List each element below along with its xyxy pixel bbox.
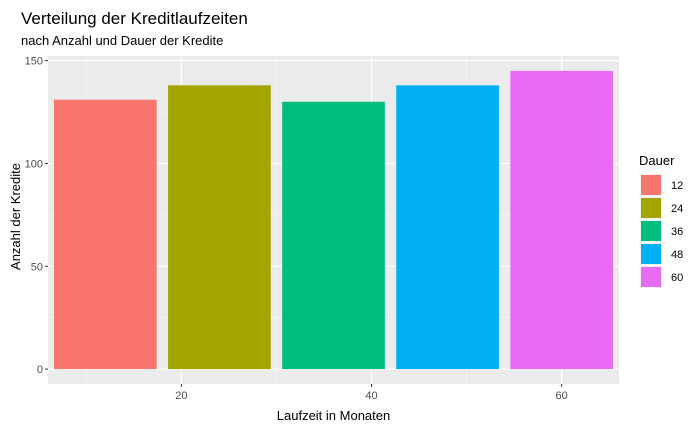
chart-title: Verteilung der Kreditlaufzeiten bbox=[21, 9, 248, 28]
y-tick-label: 50 bbox=[31, 261, 43, 273]
legend-label-36: 36 bbox=[671, 226, 683, 238]
legend-swatch-12 bbox=[641, 175, 661, 195]
legend-label-48: 48 bbox=[671, 249, 683, 261]
y-axis-ticks: 0 50 100 150 bbox=[25, 56, 48, 376]
legend-swatch-36 bbox=[641, 221, 661, 241]
y-tick-label: 150 bbox=[25, 56, 43, 68]
legend-swatch-48 bbox=[641, 244, 661, 264]
legend-label-60: 60 bbox=[671, 272, 683, 284]
bar-24 bbox=[168, 85, 271, 370]
chart-subtitle: nach Anzahl und Dauer der Kredite bbox=[21, 33, 223, 48]
y-tick-label: 100 bbox=[25, 158, 43, 170]
legend-swatch-60 bbox=[641, 267, 661, 287]
bar-48 bbox=[396, 85, 499, 370]
legend: Dauer 12 24 36 48 60 bbox=[639, 153, 683, 288]
x-axis-ticks: 20 40 60 bbox=[175, 384, 568, 402]
x-axis-title: Laufzeit in Monaten bbox=[277, 408, 390, 423]
bar-36 bbox=[282, 101, 385, 370]
y-tick-label: 0 bbox=[37, 364, 43, 376]
bars-layer bbox=[53, 70, 614, 370]
legend-label-12: 12 bbox=[671, 180, 683, 192]
x-tick-label: 60 bbox=[556, 390, 568, 402]
y-axis-title: Anzahl der Kredite bbox=[8, 163, 23, 270]
bar-60 bbox=[510, 70, 614, 370]
legend-title: Dauer bbox=[639, 153, 675, 168]
bar-12 bbox=[53, 99, 157, 370]
legend-swatch-24 bbox=[641, 198, 661, 218]
x-tick-label: 40 bbox=[365, 390, 377, 402]
x-tick-label: 20 bbox=[175, 390, 187, 402]
legend-label-24: 24 bbox=[671, 203, 683, 215]
